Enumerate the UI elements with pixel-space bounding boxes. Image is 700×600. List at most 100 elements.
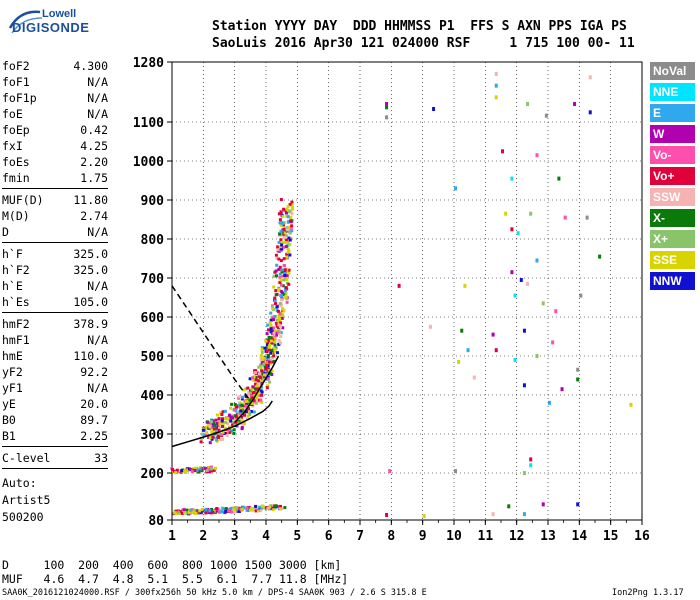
distance-row: D 100 200 400 600 800 1000 1500 3000 [km… [2,558,342,572]
echo-point [254,382,258,386]
profile-curve [234,355,280,423]
echo-point [237,395,241,399]
echo-point [229,419,233,423]
echo-point [286,215,290,219]
echo-point [211,510,215,514]
echo-point [174,471,178,475]
echo-point [283,289,287,293]
echo-point [277,240,281,244]
param-name: yF1 [2,381,23,395]
echo-point [260,372,264,376]
param-name: h`F [2,247,23,261]
param-name: h`E [2,279,23,293]
echo-point [231,423,235,427]
echo-point [177,469,181,473]
echo-point [234,417,238,421]
echo-point [277,329,281,333]
echo-point [217,417,221,421]
echo-point [269,372,273,376]
echo-point [277,323,281,327]
echo-point [221,430,225,434]
scattered-point [466,348,470,353]
header-line1: Station YYYY DAY DDD HHMMSS P1 FFS S AXN… [212,19,627,34]
echo-point [247,391,251,395]
echo-point [281,215,285,219]
y-tick-label: 600 [141,311,165,326]
echo-point [273,296,277,300]
param-row: D N/A [2,224,108,240]
echo-point [269,327,273,331]
echo-point [266,353,270,357]
echo-point [221,421,225,425]
echo-point [272,359,276,363]
param-name: foEs [2,155,30,169]
echo-point [259,509,263,513]
scattered-point [541,301,545,306]
echo-point [213,436,217,440]
echo-point [269,318,273,322]
echo-point [260,382,264,386]
param-value: 92.2 [80,365,108,379]
echo-point [251,387,255,391]
echo-point [233,423,237,427]
echo-point [194,511,198,515]
echo-point [274,274,278,278]
echo-point [267,328,271,332]
param-divider [2,312,108,313]
param-row: h`Es 105.0 [2,294,108,310]
echo-point [227,428,231,432]
echo-point [199,467,203,471]
echo-point [209,465,213,469]
param-row: h`F2 325.0 [2,262,108,278]
scattered-point [432,107,436,111]
scattered-point [573,102,577,106]
scattered-point [585,215,589,220]
echo-point [246,399,250,403]
param-row: MUF(D) 11.80 [2,192,108,208]
echo-point [214,429,218,433]
param-name: h`F2 [2,263,30,277]
echo-point [269,339,273,343]
echo-point [281,326,285,330]
scattered-point [588,110,592,115]
scattered-point [397,283,401,288]
echo-point [266,384,270,388]
echo-point [272,331,276,335]
echo-point [262,369,266,373]
echo-point [256,371,260,375]
echo-point [193,468,197,472]
param-value: N/A [87,333,108,347]
echo-point [278,265,282,269]
echo-point [220,419,224,423]
echo-point [279,258,283,262]
echo-point [270,337,274,341]
echo-point [285,278,289,282]
echo-point [265,343,269,347]
echo-point [259,366,263,370]
echo-point [180,469,184,473]
echo-point [260,400,264,404]
echo-point [215,509,219,513]
echo-point [281,307,285,311]
echo-point [279,298,283,302]
echo-point [289,215,293,219]
echo-point [286,270,290,274]
echo-point [252,378,256,382]
echo-point [189,508,193,512]
echo-point [259,353,263,357]
echo-point [234,409,238,413]
echo-point [282,293,286,297]
x-tick-label: 11 [478,529,494,544]
echo-point [285,241,289,245]
version-label: Ion2Png 1.3.17 [612,588,684,598]
echo-point [269,336,273,340]
echo-point [283,231,287,235]
echo-point [284,292,288,296]
echo-point [173,511,177,515]
param-name: yF2 [2,365,23,379]
echo-point [279,238,283,242]
echo-point [182,508,186,512]
echo-point [250,402,254,406]
echo-point [282,308,286,312]
echo-point [257,365,261,369]
